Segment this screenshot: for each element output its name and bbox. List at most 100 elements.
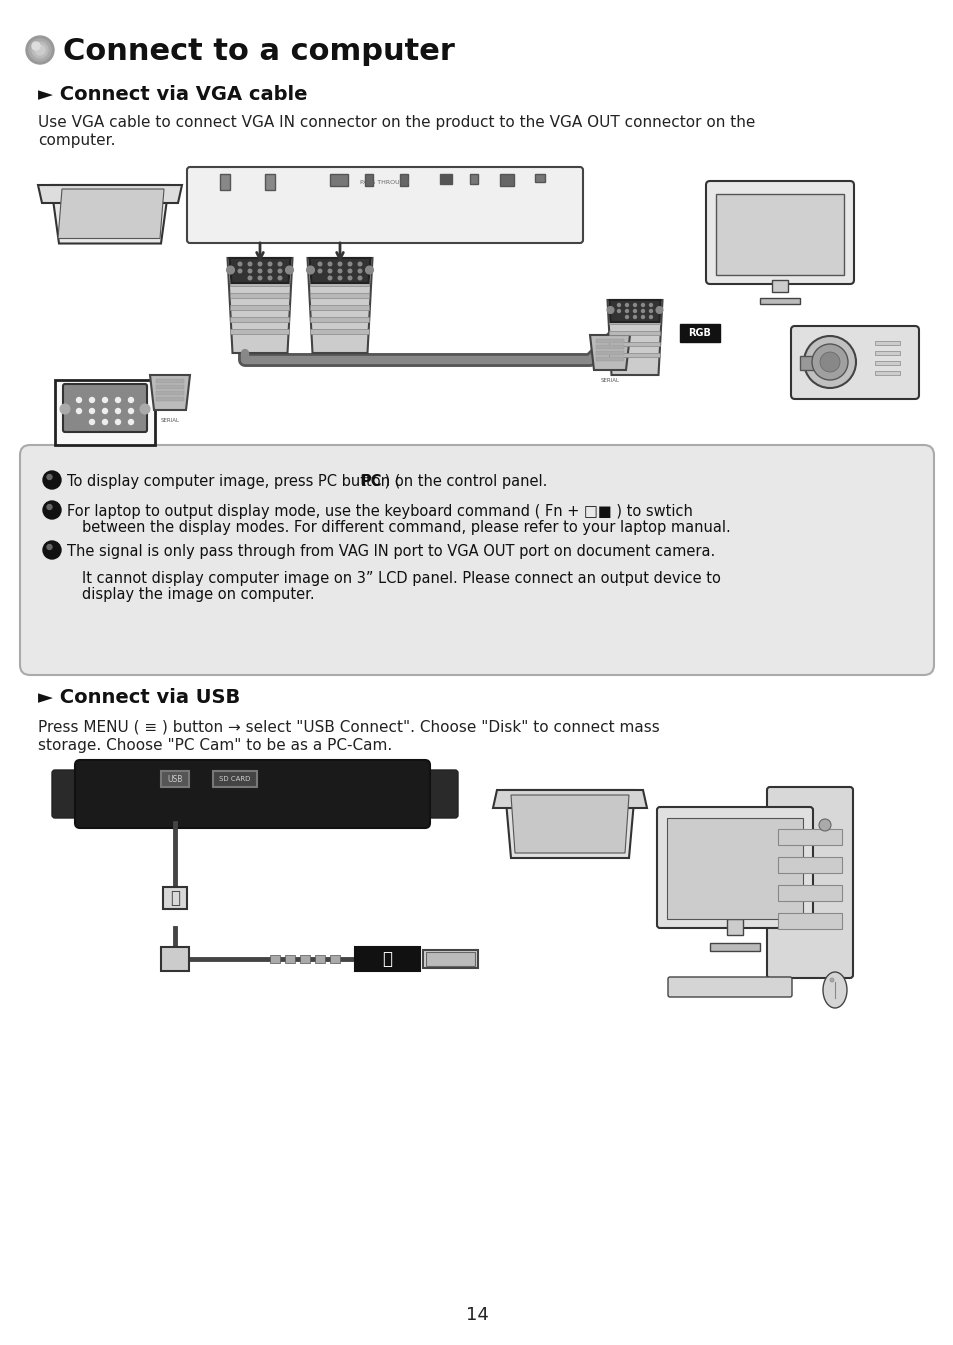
Polygon shape — [309, 258, 370, 282]
Circle shape — [328, 276, 332, 280]
Polygon shape — [230, 258, 291, 282]
Bar — [760, 299, 800, 304]
Text: PC: PC — [360, 473, 382, 490]
Polygon shape — [150, 375, 190, 410]
Circle shape — [278, 262, 281, 266]
Circle shape — [365, 266, 374, 274]
Circle shape — [338, 276, 341, 280]
Text: Connect to a computer: Connect to a computer — [63, 38, 455, 66]
Circle shape — [338, 262, 341, 266]
Circle shape — [640, 309, 644, 312]
Circle shape — [357, 262, 361, 266]
Bar — [310, 305, 369, 309]
Bar — [609, 309, 659, 313]
Circle shape — [76, 409, 81, 413]
Circle shape — [258, 269, 261, 273]
Bar — [399, 174, 408, 186]
Circle shape — [47, 545, 52, 550]
Bar — [299, 955, 310, 963]
Circle shape — [43, 500, 61, 519]
FancyBboxPatch shape — [161, 947, 189, 971]
Circle shape — [60, 404, 70, 414]
Bar — [310, 269, 369, 274]
Bar — [716, 194, 843, 274]
Bar — [726, 919, 742, 935]
Circle shape — [306, 266, 314, 274]
Bar — [874, 342, 899, 346]
Bar — [285, 955, 294, 963]
Circle shape — [278, 276, 281, 280]
Bar — [609, 352, 659, 356]
Bar — [679, 324, 720, 342]
Circle shape — [357, 269, 361, 273]
Circle shape — [625, 304, 628, 307]
Bar — [161, 771, 189, 787]
Circle shape — [115, 398, 120, 402]
Text: SD CARD: SD CARD — [219, 776, 251, 781]
Bar — [55, 381, 154, 445]
Circle shape — [129, 398, 133, 402]
Polygon shape — [511, 795, 628, 853]
Circle shape — [829, 978, 833, 982]
Text: The signal is only pass through from VAG IN port to VGA OUT port on document cam: The signal is only pass through from VAG… — [67, 543, 715, 560]
Circle shape — [29, 39, 51, 61]
Text: display the image on computer.: display the image on computer. — [82, 586, 314, 603]
Circle shape — [32, 42, 40, 50]
Text: USB: USB — [167, 775, 182, 784]
Bar — [310, 293, 369, 299]
Circle shape — [102, 420, 108, 425]
FancyBboxPatch shape — [163, 886, 187, 909]
Bar — [270, 955, 280, 963]
Circle shape — [268, 262, 272, 266]
Circle shape — [633, 309, 636, 312]
Circle shape — [129, 420, 133, 425]
Bar — [609, 342, 659, 346]
Text: ► Connect via USB: ► Connect via USB — [38, 689, 240, 707]
Text: SERIAL: SERIAL — [599, 378, 618, 383]
Polygon shape — [38, 186, 182, 203]
Circle shape — [625, 316, 628, 319]
Circle shape — [811, 344, 847, 381]
Bar — [231, 269, 289, 274]
Circle shape — [348, 262, 352, 266]
Bar — [596, 356, 623, 360]
Circle shape — [268, 276, 272, 280]
Circle shape — [633, 316, 636, 319]
Circle shape — [35, 44, 45, 55]
Circle shape — [47, 475, 52, 480]
Circle shape — [26, 36, 54, 65]
Bar — [666, 818, 802, 919]
Circle shape — [649, 304, 652, 307]
Bar — [596, 339, 623, 343]
Bar — [609, 331, 659, 335]
Bar — [314, 955, 325, 963]
Circle shape — [818, 819, 830, 831]
FancyBboxPatch shape — [766, 787, 852, 978]
Circle shape — [328, 262, 332, 266]
Text: ⑆: ⑆ — [170, 889, 180, 907]
Circle shape — [226, 266, 234, 274]
FancyBboxPatch shape — [667, 976, 791, 997]
Bar — [231, 281, 289, 286]
FancyBboxPatch shape — [187, 167, 582, 243]
Bar — [365, 174, 373, 186]
Circle shape — [102, 409, 108, 413]
Circle shape — [248, 276, 252, 280]
Circle shape — [43, 541, 61, 560]
Circle shape — [47, 504, 52, 510]
Circle shape — [803, 336, 855, 387]
Text: ► Connect via VGA cable: ► Connect via VGA cable — [38, 85, 307, 104]
Bar — [231, 330, 289, 334]
Polygon shape — [51, 186, 169, 243]
Circle shape — [258, 276, 261, 280]
Text: storage. Choose "PC Cam" to be as a PC-Cam.: storage. Choose "PC Cam" to be as a PC-C… — [38, 738, 392, 753]
Text: PASS THROUGH: PASS THROUGH — [360, 179, 409, 184]
Bar — [426, 952, 475, 966]
Circle shape — [76, 398, 81, 402]
Circle shape — [32, 42, 48, 58]
Bar — [874, 360, 899, 364]
Bar — [596, 351, 623, 355]
Text: It cannot display computer image on 3” LCD panel. Please connect an output devic: It cannot display computer image on 3” L… — [82, 572, 720, 586]
Bar — [355, 947, 419, 971]
Bar — [470, 174, 477, 184]
